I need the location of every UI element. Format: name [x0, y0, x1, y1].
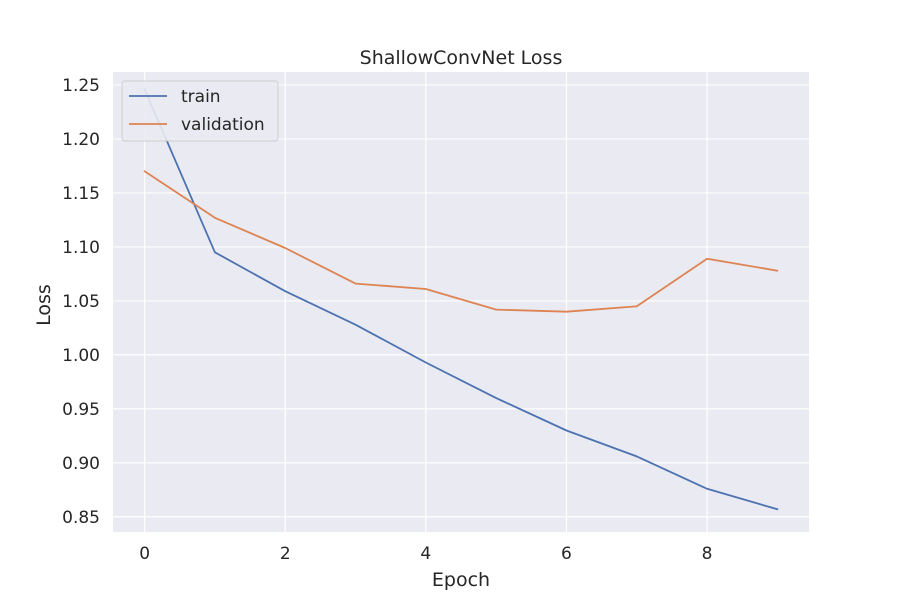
y-axis-label: Loss — [33, 284, 55, 326]
y-tick-label: 1.15 — [62, 184, 100, 204]
y-tick-label: 0.85 — [62, 508, 100, 528]
plot-area — [113, 72, 809, 532]
x-grid-lines — [144, 72, 708, 532]
legend-label-train: train — [181, 87, 221, 107]
x-tick-label: 4 — [420, 544, 431, 564]
series-line-train — [143, 88, 779, 511]
y-tick-label: 1.25 — [62, 76, 100, 96]
x-axis-label: Epoch — [432, 569, 490, 591]
y-tick-labels: 0.85 0.90 0.95 1.00 1.05 1.10 1.15 1.20 1.25 — [62, 76, 100, 528]
x-tick-label: 6 — [561, 544, 572, 564]
x-tick-label: 0 — [139, 544, 150, 564]
y-tick-label: 1.05 — [62, 292, 100, 312]
y-tick-label: 0.90 — [62, 454, 100, 474]
y-tick-label: 0.95 — [62, 400, 100, 420]
x-tick-label: 2 — [280, 544, 291, 564]
chart-title: ShallowConvNet Loss — [360, 47, 563, 69]
x-tick-labels: 0 2 4 6 8 — [139, 544, 712, 564]
series-lines — [143, 88, 779, 511]
legend-label-validation: validation — [181, 115, 265, 135]
y-tick-label: 1.10 — [62, 238, 100, 258]
y-tick-label: 1.00 — [62, 346, 100, 366]
series-line-validation — [143, 170, 779, 313]
x-tick-label: 8 — [702, 544, 713, 564]
y-tick-label: 1.20 — [62, 130, 100, 150]
legend: train validation — [121, 80, 279, 142]
